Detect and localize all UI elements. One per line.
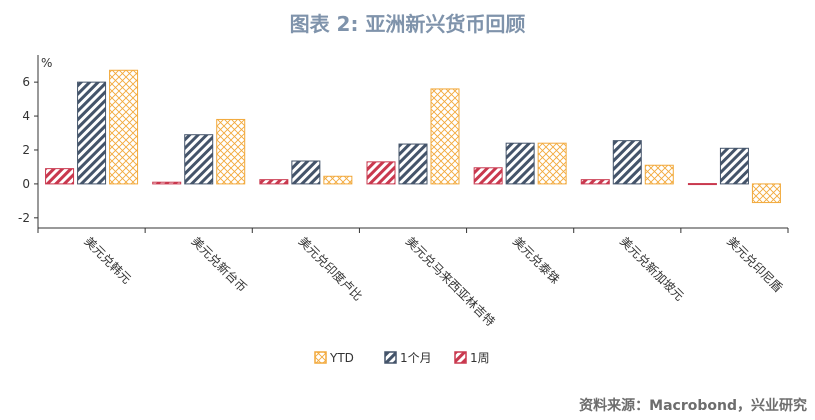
legend-label: 1个月 bbox=[400, 351, 432, 365]
bar-ytd bbox=[430, 88, 460, 185]
bars bbox=[45, 69, 781, 204]
bar-w1 bbox=[580, 179, 610, 185]
category-label: 美元兑马来西亚林吉特 bbox=[403, 234, 498, 329]
bar-m1 bbox=[719, 147, 749, 185]
y-axis-unit: % bbox=[41, 56, 52, 70]
bar-m1 bbox=[77, 81, 107, 185]
bar-w1 bbox=[152, 181, 182, 185]
bar-ytd bbox=[323, 175, 353, 185]
legend-swatch-w1 bbox=[454, 351, 467, 364]
bar-m1 bbox=[291, 160, 321, 185]
category-label: 美元兑新加坡元 bbox=[617, 234, 687, 304]
y-tick-label: 4 bbox=[22, 109, 30, 123]
chart-title: 图表 2: 亚洲新兴货币回顾 bbox=[289, 12, 526, 36]
bar-m1 bbox=[612, 140, 642, 185]
legend-swatch-m1 bbox=[384, 351, 397, 364]
legend-label: YTD bbox=[329, 351, 354, 365]
y-tick-label: -2 bbox=[18, 211, 30, 225]
source-note: 资料来源：Macrobond，兴业研究 bbox=[579, 398, 807, 414]
bar-ytd bbox=[216, 118, 246, 185]
bar-w1 bbox=[687, 183, 717, 186]
bar-m1 bbox=[505, 142, 535, 185]
bar-w1 bbox=[259, 179, 289, 185]
y-tick-label: 0 bbox=[22, 177, 30, 191]
bar-w1 bbox=[45, 168, 75, 185]
category-label: 美元兑泰铢 bbox=[510, 234, 563, 287]
category-label: 美元兑韩元 bbox=[81, 234, 134, 287]
category-label: 美元兑印尼盾 bbox=[724, 234, 785, 295]
legend: YTD 1个月 1周 bbox=[314, 351, 490, 365]
category-label: 美元兑印度卢比 bbox=[296, 234, 366, 304]
legend-swatch-ytd bbox=[314, 351, 327, 364]
bar-w1 bbox=[473, 167, 503, 185]
axes: -2 0 2 4 6% bbox=[18, 55, 789, 233]
legend-label: 1周 bbox=[470, 351, 490, 365]
bar-ytd bbox=[644, 164, 674, 185]
bar-ytd bbox=[751, 183, 781, 204]
bar-ytd bbox=[537, 142, 567, 185]
category-label: 美元兑新台币 bbox=[189, 234, 251, 296]
y-tick-label: 2 bbox=[22, 143, 30, 157]
y-tick-label: 6 bbox=[22, 75, 30, 89]
bar-m1 bbox=[398, 143, 428, 185]
bar-w1 bbox=[366, 161, 396, 185]
category-labels: 美元兑韩元 美元兑新台币 美元兑印度卢比 美元兑马来西亚林吉特 美元兑泰铢 美元兑新加坡元… bbox=[81, 234, 785, 329]
bar-m1 bbox=[184, 134, 214, 185]
bar-ytd bbox=[109, 69, 139, 185]
